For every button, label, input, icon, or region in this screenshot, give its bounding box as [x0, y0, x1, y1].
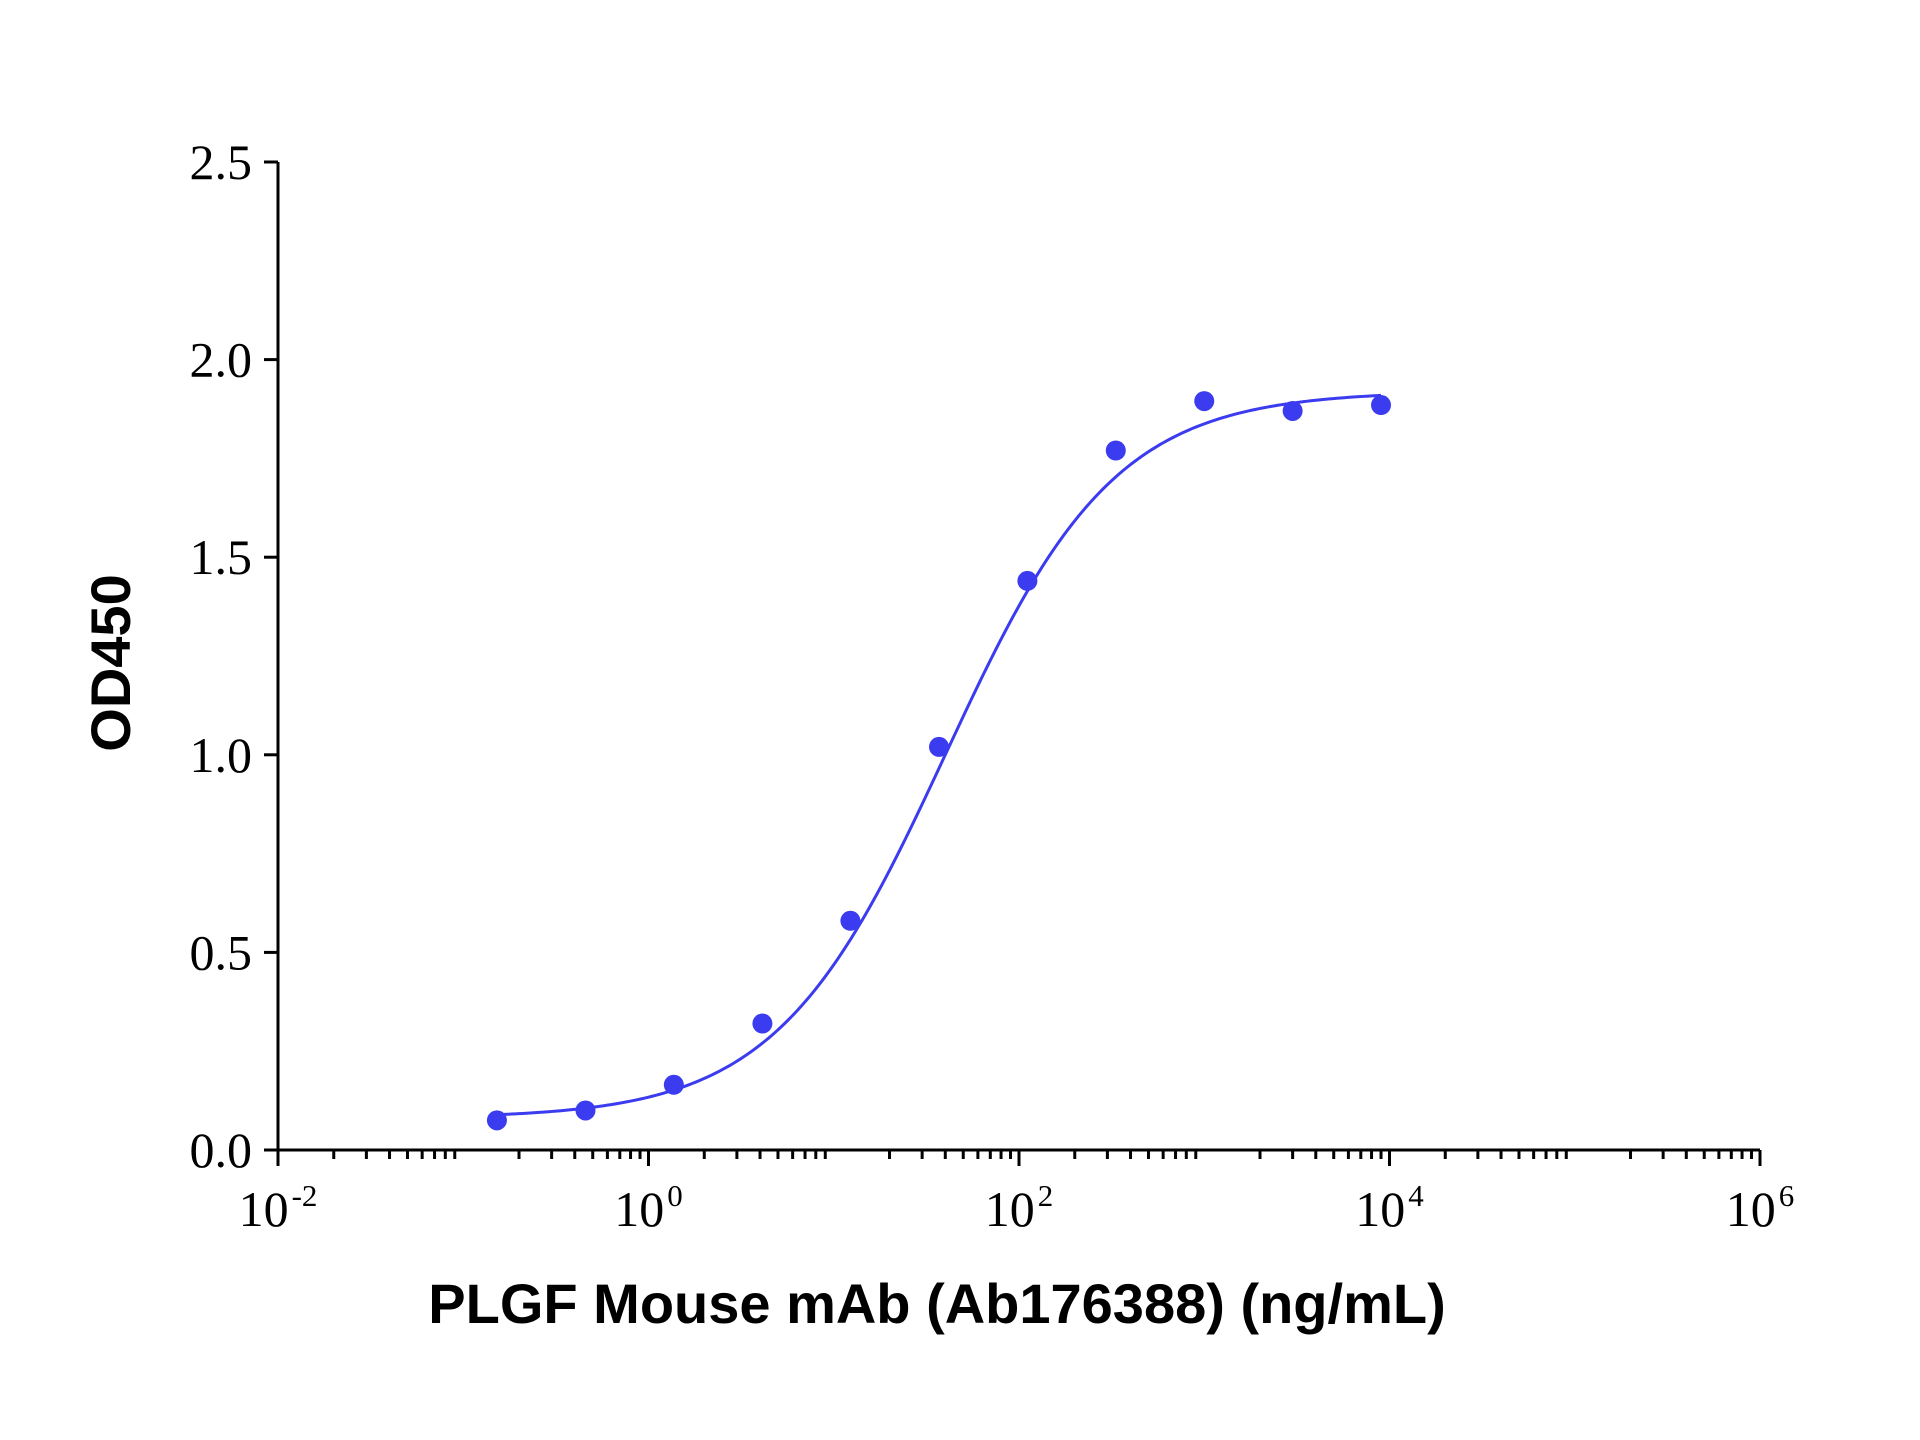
x-tick-label: 104 [1355, 1178, 1424, 1237]
data-point [575, 1100, 596, 1121]
axes [276, 162, 1760, 1152]
data-point [486, 1110, 507, 1131]
data-point [752, 1013, 773, 1034]
data-point [1282, 400, 1303, 421]
y-axis-ticks: 0.0 0.5 1.0 1.5 2.0 2.5 [190, 134, 278, 1178]
y-tick-label: 1.0 [190, 727, 253, 783]
y-tick-label: 0.0 [190, 1122, 253, 1178]
x-tick-label: 100 [614, 1178, 683, 1237]
data-point [1105, 440, 1126, 461]
data-point [929, 736, 950, 757]
y-tick-label: 2.0 [190, 332, 253, 388]
data-point [663, 1074, 684, 1095]
data-point [1194, 391, 1215, 412]
x-axis-title: PLGF Mouse mAb (Ab176388) (ng/mL) [428, 1272, 1445, 1335]
y-axis-title: OD450 [79, 574, 142, 751]
x-tick-label: 10-2 [239, 1178, 318, 1237]
x-tick-label: 106 [1726, 1178, 1795, 1237]
x-tick-label: 102 [985, 1178, 1054, 1237]
data-point [840, 910, 861, 931]
x-axis-ticks: 10-2 100 102 104 106 [239, 1150, 1795, 1237]
y-tick-label: 0.5 [190, 924, 253, 980]
y-tick-label: 1.5 [190, 529, 253, 585]
data-points [486, 391, 1392, 1131]
data-point [1371, 395, 1392, 416]
data-point [1017, 570, 1038, 591]
fit-curve [496, 393, 1382, 1117]
y-tick-label: 2.5 [190, 134, 253, 190]
